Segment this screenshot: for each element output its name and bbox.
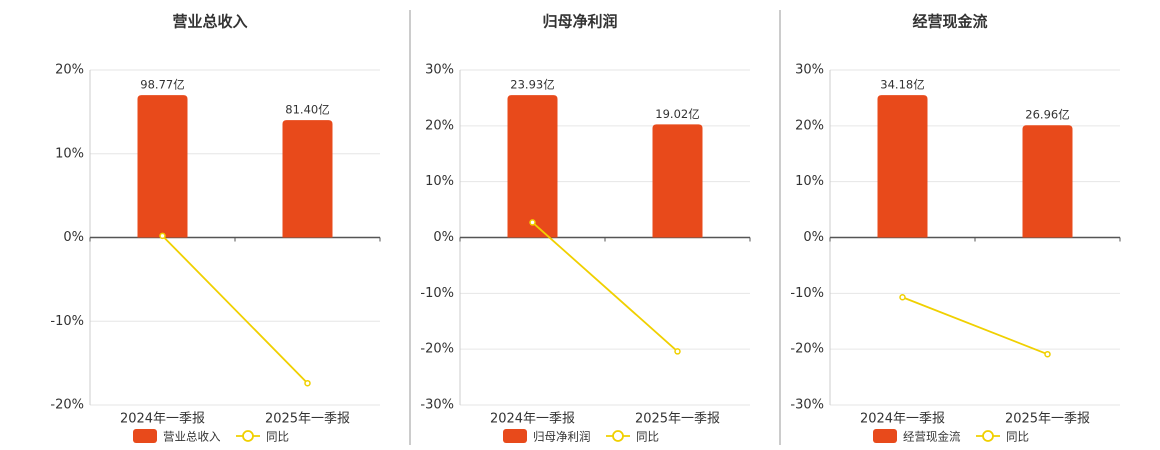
legend-label: 归母净利润: [533, 430, 591, 444]
y-tick-label: 0%: [803, 230, 824, 245]
y-tick-label: 0%: [63, 230, 84, 245]
line-point: [304, 379, 311, 387]
legend-label: 同比: [266, 430, 289, 444]
value-label: 23.93亿: [510, 78, 554, 92]
x-tick-label: 2025年一季报: [265, 412, 350, 427]
chart-title: 营业总收入: [172, 13, 247, 31]
y-tick-label: -10%: [50, 314, 84, 329]
y-tick-label: 20%: [795, 118, 824, 133]
value-label: 81.40亿: [285, 103, 329, 117]
y-tick-label: -20%: [420, 342, 454, 357]
y-tick-label: 20%: [425, 118, 454, 133]
legend-swatch: [133, 429, 157, 443]
line-point: [529, 219, 536, 226]
legend-swatch: [873, 429, 897, 443]
line-point: [674, 348, 681, 355]
legend-label: 营业总收入: [163, 430, 221, 444]
legend-swatch: [503, 429, 527, 443]
line-point: [899, 293, 906, 301]
y-tick-label: -10%: [790, 286, 824, 301]
y-tick-label: -10%: [420, 286, 454, 301]
x-tick-label: 2025年一季报: [1005, 412, 1090, 427]
y-tick-label: -30%: [420, 398, 454, 413]
y-tick-label: 10%: [55, 146, 84, 161]
line-point: [1044, 350, 1051, 358]
x-tick-label: 2025年一季报: [635, 412, 720, 427]
legend-label: 同比: [636, 430, 659, 444]
legend-marker: [982, 430, 994, 442]
line-point: [159, 232, 166, 240]
chart-title: 经营现金流: [912, 13, 987, 31]
y-tick-label: -20%: [50, 398, 84, 413]
value-label: 19.02亿: [655, 107, 699, 121]
y-tick-label: -20%: [790, 342, 824, 357]
line: [531, 221, 679, 353]
bar: [137, 95, 188, 238]
value-label: 98.77亿: [140, 78, 184, 92]
y-tick-label: 10%: [425, 174, 454, 189]
bar: [652, 124, 703, 238]
line: [161, 235, 309, 384]
chart-title: 归母净利润: [542, 13, 617, 31]
legend-label: 经营现金流: [903, 430, 961, 444]
bar: [877, 95, 928, 238]
legend-marker: [612, 430, 624, 442]
y-tick-label: 0%: [433, 230, 454, 245]
y-tick-label: -30%: [790, 398, 824, 413]
y-tick-label: 20%: [55, 63, 84, 78]
value-label: 26.96亿: [1025, 108, 1069, 122]
bar: [507, 95, 558, 238]
x-tick-label: 2024年一季报: [860, 412, 945, 427]
y-tick-label: 30%: [795, 63, 824, 78]
bar: [282, 120, 333, 238]
line: [902, 296, 1048, 356]
legend-marker: [242, 430, 254, 442]
legend-label: 同比: [1006, 430, 1029, 444]
x-tick-label: 2024年一季报: [120, 412, 205, 427]
bar: [1022, 125, 1073, 238]
value-label: 34.18亿: [880, 78, 924, 92]
y-tick-label: 10%: [795, 174, 824, 189]
x-tick-label: 2024年一季报: [490, 412, 575, 427]
y-tick-label: 30%: [425, 63, 454, 78]
